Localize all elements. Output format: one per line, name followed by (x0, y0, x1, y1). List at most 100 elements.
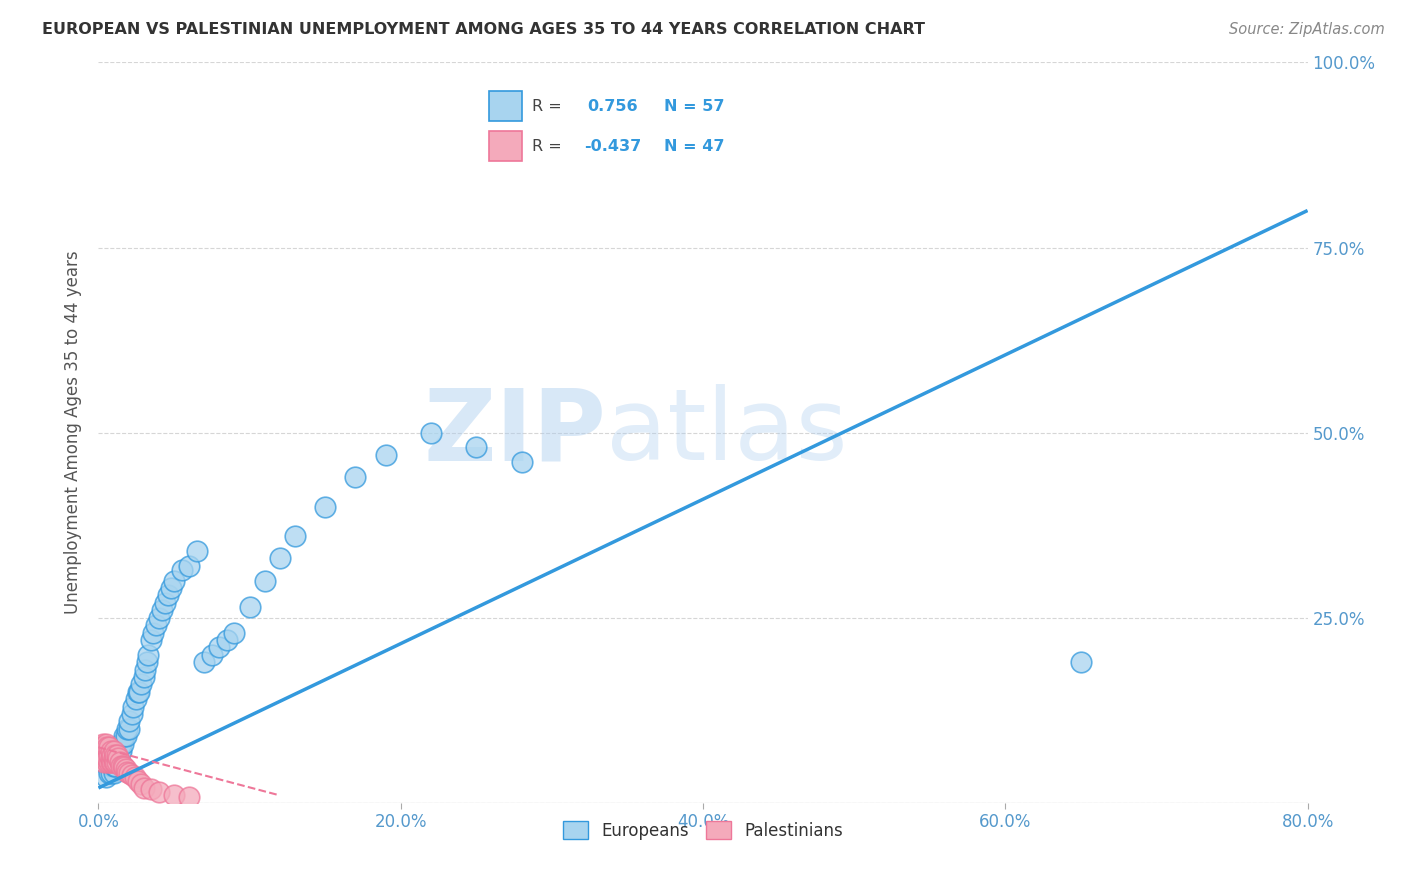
Point (142, 625, 165, 640)
Point (135, 655, 157, 669)
Point (314, 500, 336, 514)
Y-axis label: Unemployment Among Ages 35 to 44 years: Unemployment Among Ages 35 to 44 years (65, 251, 83, 615)
Point (105, 751, 128, 765)
Point (108, 755, 131, 769)
Point (90, 740, 112, 755)
Legend: Europeans, Palestinians: Europeans, Palestinians (557, 814, 849, 847)
Text: Source: ZipAtlas.com: Source: ZipAtlas.com (1229, 22, 1385, 37)
Point (93, 747, 115, 762)
Point (107, 751, 129, 765)
Point (110, 744, 132, 758)
Point (465, 441, 488, 455)
Point (129, 777, 152, 791)
Point (127, 773, 149, 788)
Point (163, 574, 186, 588)
Point (269, 551, 291, 566)
Point (103, 766, 125, 780)
Point (112, 760, 135, 774)
Point (100, 751, 122, 765)
Point (344, 470, 367, 484)
Point (104, 747, 127, 762)
Point (94, 747, 117, 762)
Point (91, 737, 114, 751)
Point (132, 780, 155, 795)
Point (118, 722, 141, 736)
Point (122, 699, 145, 714)
Point (128, 685, 150, 699)
Point (239, 599, 262, 614)
Point (104, 758, 127, 772)
Point (91, 751, 114, 765)
Point (103, 751, 125, 765)
Point (374, 448, 396, 462)
Point (201, 648, 224, 662)
Point (170, 563, 193, 577)
Point (179, 558, 201, 573)
Point (193, 655, 215, 669)
Point (101, 755, 124, 769)
Point (105, 755, 128, 769)
Point (94, 751, 117, 765)
Point (284, 529, 307, 543)
Point (141, 782, 163, 797)
Point (134, 663, 156, 677)
Point (103, 758, 125, 772)
Point (141, 632, 163, 647)
Point (132, 670, 155, 684)
Point (108, 744, 131, 758)
Point (129, 677, 152, 691)
Point (114, 763, 136, 777)
Point (94, 744, 117, 758)
Point (93, 740, 115, 755)
Point (107, 751, 129, 765)
Point (90, 747, 112, 762)
Point (112, 729, 135, 743)
Point (121, 767, 143, 781)
Point (101, 747, 124, 762)
Point (93, 755, 115, 769)
Point (215, 632, 238, 647)
Point (96, 755, 118, 769)
Point (121, 706, 143, 721)
Point (186, 544, 208, 558)
Point (127, 685, 149, 699)
Point (118, 766, 141, 780)
Point (110, 737, 132, 751)
Point (110, 758, 132, 772)
Point (96, 751, 118, 765)
Point (98, 740, 121, 755)
Point (111, 758, 134, 772)
Point (91, 744, 114, 758)
Point (98, 766, 121, 780)
Point (115, 764, 138, 779)
Point (124, 770, 146, 784)
Point (94, 770, 117, 784)
Text: ZIP: ZIP (423, 384, 606, 481)
Point (103, 744, 125, 758)
Point (114, 729, 136, 743)
Point (125, 692, 148, 706)
Point (148, 785, 170, 799)
Point (179, 789, 201, 804)
Point (96, 740, 118, 755)
Point (94, 737, 117, 751)
Point (104, 755, 127, 769)
Text: atlas: atlas (606, 384, 848, 481)
Point (163, 789, 186, 803)
Point (100, 755, 122, 769)
Point (1070, 655, 1092, 669)
Point (253, 574, 276, 588)
Point (145, 618, 167, 632)
Point (160, 581, 183, 595)
Point (148, 610, 170, 624)
Point (118, 714, 141, 729)
Point (100, 766, 122, 780)
Point (111, 737, 134, 751)
Point (136, 648, 159, 662)
Point (98, 747, 121, 762)
Point (510, 455, 533, 469)
Text: EUROPEAN VS PALESTINIAN UNEMPLOYMENT AMONG AGES 35 TO 44 YEARS CORRELATION CHART: EUROPEAN VS PALESTINIAN UNEMPLOYMENT AMO… (42, 22, 925, 37)
Point (101, 758, 124, 772)
Point (224, 625, 246, 640)
Point (420, 425, 443, 440)
